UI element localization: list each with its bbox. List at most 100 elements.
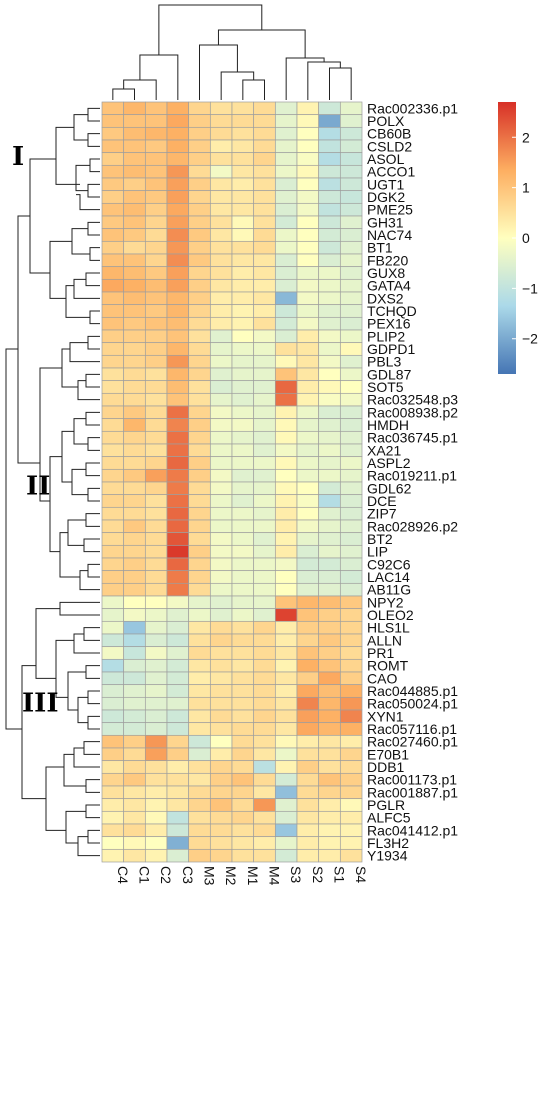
heatmap-cell [318, 443, 341, 458]
heatmap-cell [123, 595, 146, 610]
heatmap-cell [296, 342, 320, 356]
heatmap-cell [144, 772, 168, 787]
heatmap-cell [209, 785, 233, 800]
heatmap-cell [231, 468, 255, 483]
heatmap-cell [253, 354, 276, 369]
heatmap-cell [339, 608, 363, 622]
heatmap-cell [274, 810, 298, 825]
heatmap-cell [231, 215, 255, 230]
heatmap-cell [209, 329, 233, 344]
heatmap-cell [339, 633, 363, 648]
heatmap-cell [166, 481, 190, 496]
heatmap-cell [231, 582, 255, 597]
heatmap-cell [274, 392, 298, 407]
column-label: M1 [245, 866, 261, 886]
heatmap-cell [101, 519, 125, 534]
heatmap-cell [253, 494, 276, 508]
heatmap-cell [188, 633, 211, 648]
heatmap-cell [339, 734, 363, 749]
heatmap-cell [296, 734, 320, 749]
column-label: C4 [115, 866, 131, 884]
heatmap-cell [296, 367, 320, 382]
heatmap-cell [166, 101, 190, 116]
dendrogram-branch [217, 29, 306, 58]
dendrogram-branch [71, 228, 90, 255]
heatmap-cell [188, 380, 211, 394]
dendrogram-branch [158, 4, 263, 55]
heatmap-cell [231, 342, 255, 356]
heatmap-cell [123, 481, 146, 496]
dendrogram-branch [87, 690, 100, 705]
heatmap-cell [166, 177, 190, 192]
heatmap-cell [166, 620, 190, 635]
heatmap-cell [101, 329, 125, 344]
heatmap-cell [166, 126, 190, 141]
heatmap-cell [253, 684, 276, 698]
heatmap-cell [253, 126, 276, 141]
heatmap-cell [166, 760, 190, 774]
heatmap-cell [339, 114, 363, 128]
heatmap-cell [231, 494, 255, 508]
heatmap-cell [188, 405, 211, 420]
row-label: POLX [367, 113, 405, 129]
heatmap-cell [101, 202, 125, 217]
heatmap-cell [209, 658, 233, 673]
heatmap-cell [339, 342, 363, 356]
heatmap-cell [144, 392, 168, 407]
heatmap-cell [296, 684, 320, 698]
heatmap-cell [231, 684, 255, 698]
heatmap-cell [166, 342, 190, 356]
colorbar: 2 1 0 −1 −2 [498, 102, 538, 374]
heatmap-cell [231, 671, 255, 686]
heatmap-cell [101, 810, 125, 825]
dendrogram-branch [73, 278, 100, 299]
heatmap-cell [339, 177, 363, 192]
cluster-label: III [22, 689, 59, 719]
dendrogram-branch [85, 411, 100, 426]
heatmap-cell [123, 215, 146, 230]
heatmap-cell [123, 734, 146, 749]
heatmap-cell [101, 304, 125, 318]
heatmap-cell [101, 456, 125, 470]
heatmap-cell [296, 304, 320, 318]
heatmap-cell [166, 658, 190, 673]
heatmap-cell [339, 278, 363, 293]
heatmap-cell [209, 114, 233, 128]
heatmap-cell [188, 278, 211, 293]
heatmap-cell [101, 772, 125, 787]
heatmap-cell [231, 506, 255, 521]
heatmap-cell [144, 532, 168, 546]
heatmap-cell [318, 684, 341, 698]
heatmap-cell [144, 760, 168, 774]
heatmap-cell [318, 430, 341, 445]
heatmap-cell [144, 126, 168, 141]
heatmap-cell [188, 494, 211, 508]
heatmap-cell [339, 658, 363, 673]
heatmap-cell [166, 798, 190, 812]
heatmap-cell [339, 747, 363, 762]
heatmap-cell [253, 785, 276, 800]
heatmap-cell [339, 253, 363, 268]
heatmap-cell [253, 380, 276, 394]
heatmap-cell [274, 380, 298, 394]
heatmap-cell [188, 291, 211, 306]
heatmap-cell [144, 380, 168, 394]
heatmap-cell [188, 456, 211, 470]
heatmap-cell [123, 506, 146, 521]
heatmap-cell [144, 696, 168, 711]
heatmap-cell [144, 240, 168, 255]
heatmap-cell [101, 392, 125, 407]
heatmap-cell [296, 266, 320, 280]
heatmap-cell [209, 316, 233, 331]
heatmap-cell [209, 392, 233, 407]
heatmap-cell [209, 544, 233, 559]
heatmap-cell [123, 316, 146, 331]
heatmap-cell [274, 418, 298, 432]
dendrogram-branch [83, 538, 100, 553]
heatmap-cell [318, 253, 341, 268]
heatmap-cell [339, 848, 363, 863]
heatmap-cell [339, 671, 363, 686]
heatmap-cell [318, 367, 341, 382]
heatmap-cell [123, 342, 146, 356]
